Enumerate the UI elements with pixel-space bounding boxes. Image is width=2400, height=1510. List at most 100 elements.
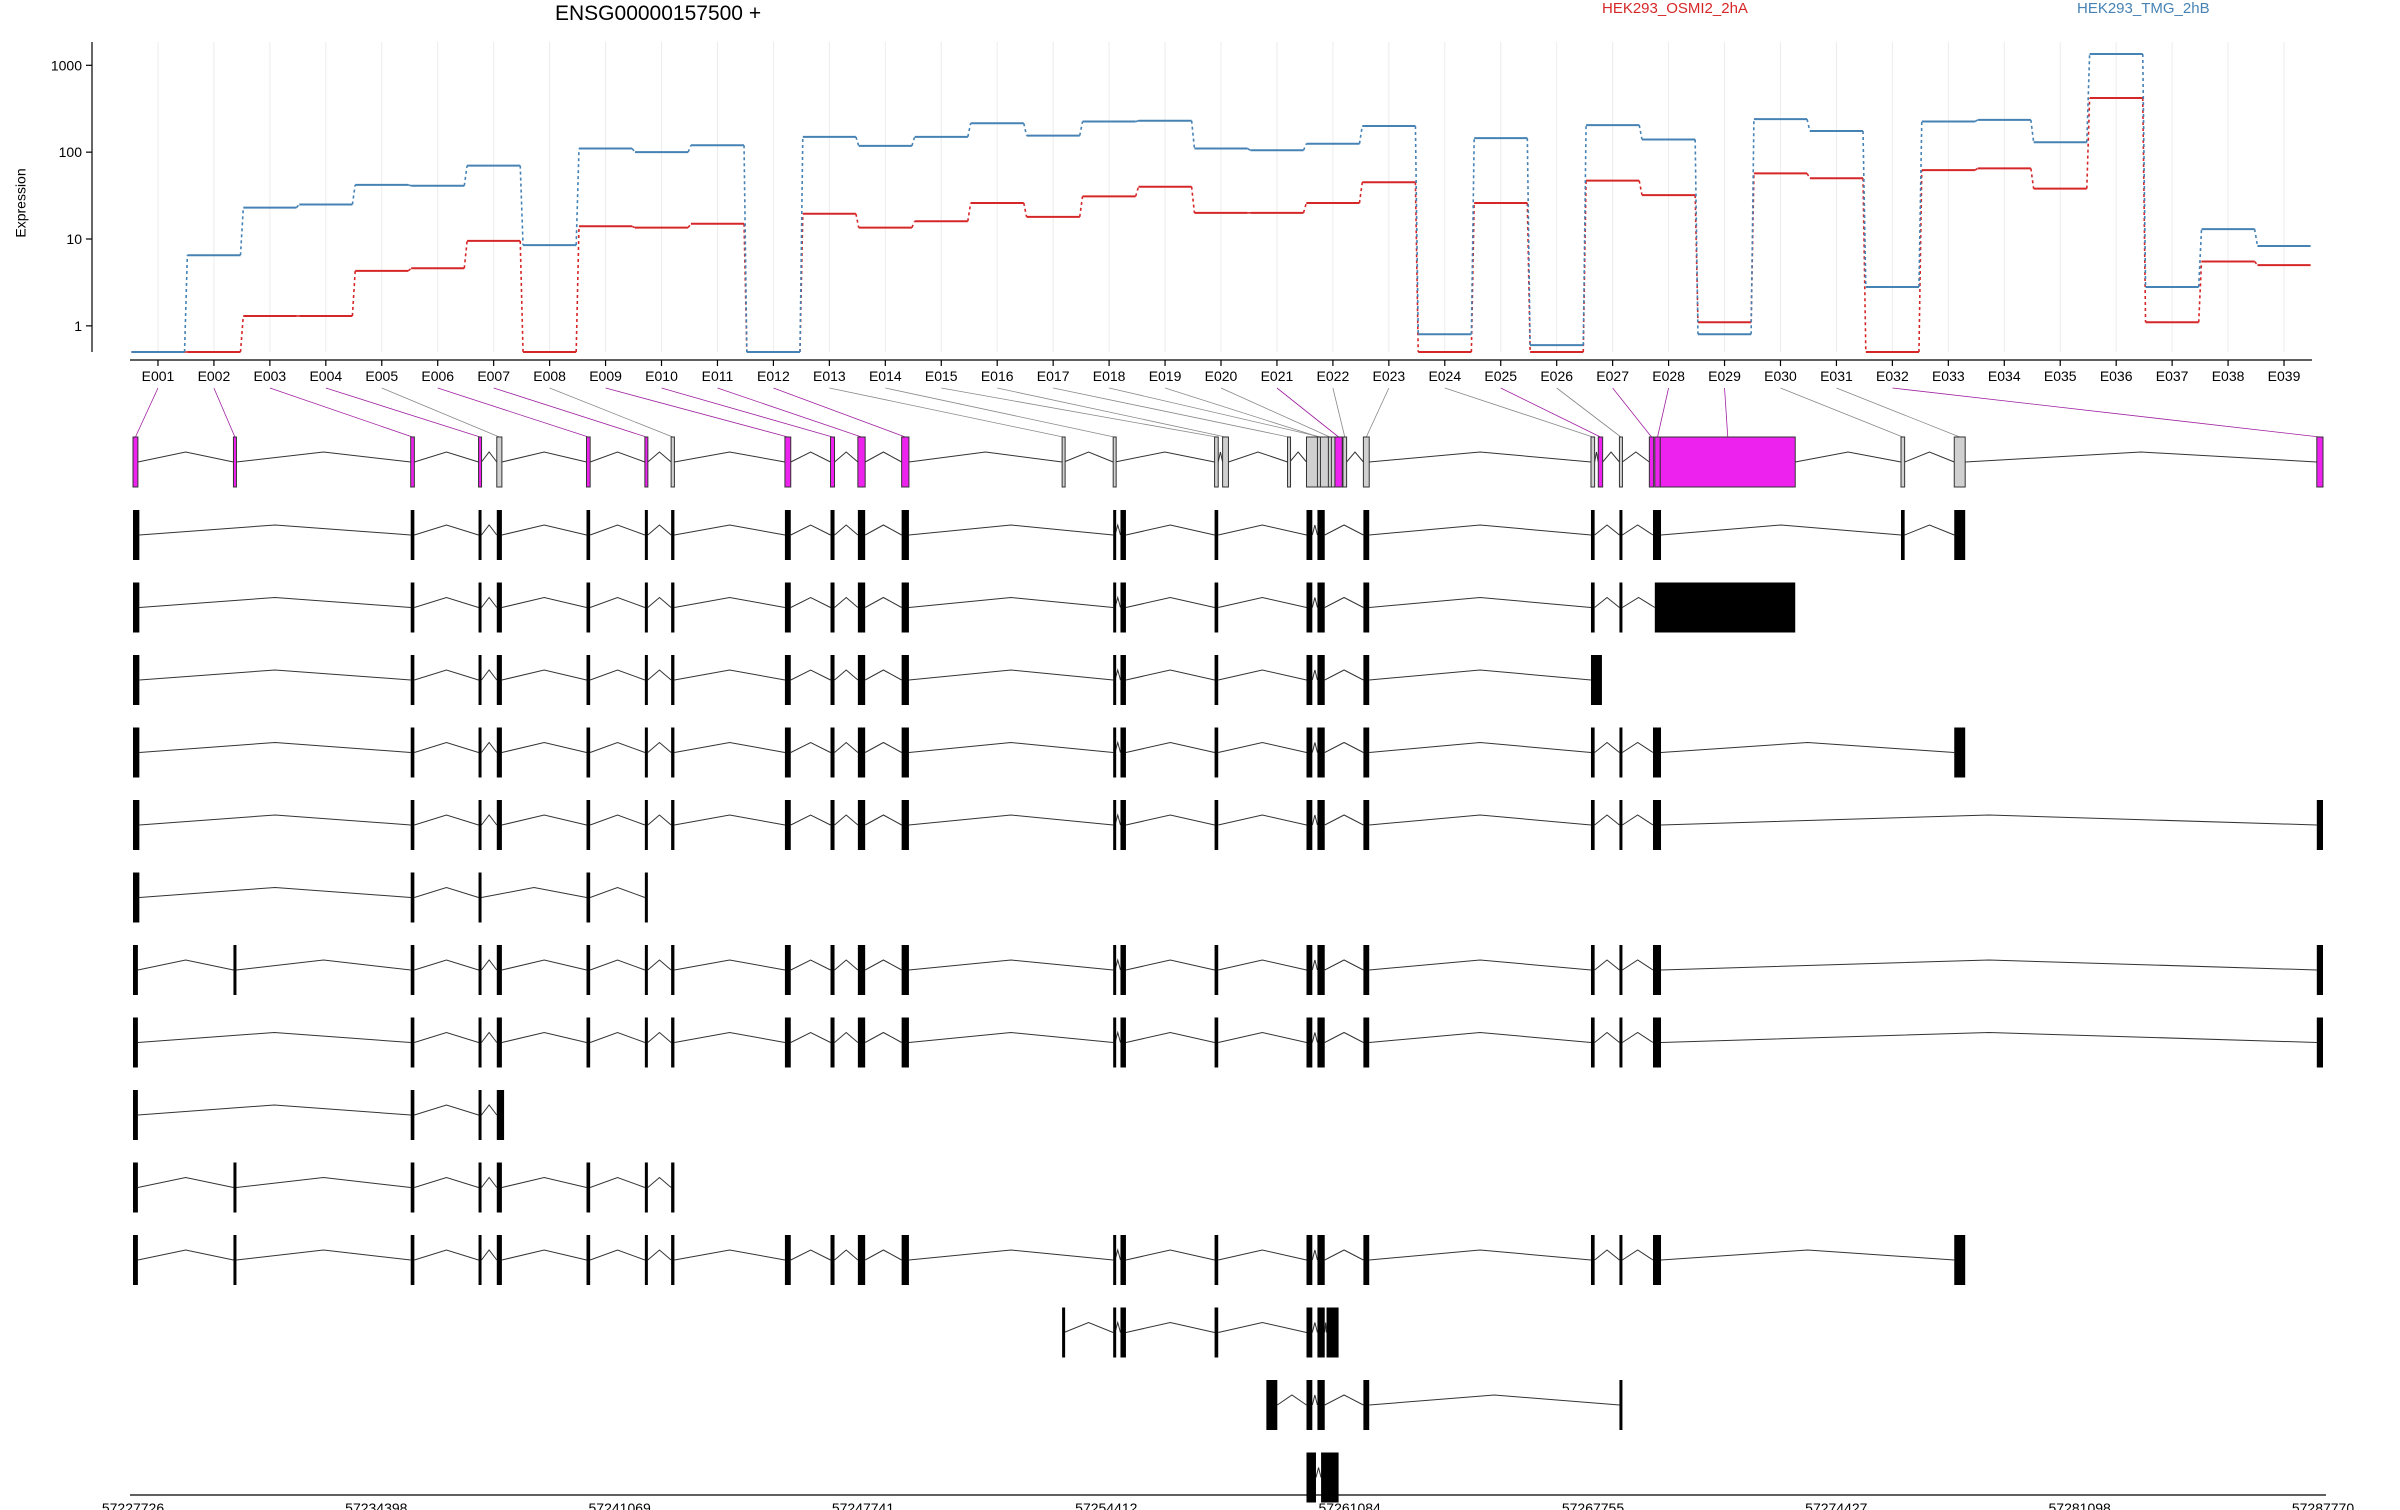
transcript-exon: [1363, 1380, 1370, 1430]
transcript-exon: [233, 945, 237, 995]
intron-line: [1125, 1321, 1215, 1333]
exon-connector: [1612, 387, 1652, 438]
transcript-exon: [644, 945, 648, 995]
exon-box: [1112, 436, 1117, 488]
transcript-exon: [1619, 1380, 1623, 1430]
transcript-exon: [586, 727, 591, 778]
series-connector: [575, 226, 580, 353]
intron-line: [589, 886, 646, 898]
intron-line: [834, 741, 859, 753]
exon-box: [1654, 436, 1661, 488]
series-connector: [463, 240, 468, 269]
series-connector: [855, 213, 860, 228]
intron-line: [137, 1104, 411, 1116]
transcript-exon: [1363, 510, 1370, 560]
transcript-exon: [586, 1235, 591, 1285]
intron-line: [1218, 669, 1307, 681]
genomic-tick-label: 57274427: [1805, 1500, 1868, 1510]
intron-line: [1125, 524, 1215, 536]
transcript-exon: [857, 800, 866, 850]
exon-connector: [1109, 387, 1321, 438]
exon-box: [857, 436, 866, 488]
transcript-exon: [901, 800, 909, 850]
exon-connector: [1500, 387, 1601, 438]
intron-line: [481, 886, 587, 898]
intron-line: [908, 959, 1114, 971]
transcript-exon: [1317, 655, 1325, 705]
series-connector: [967, 202, 972, 222]
intron-line: [1369, 1031, 1592, 1043]
intron-line: [414, 959, 479, 971]
series-connector: [911, 220, 916, 229]
x-tick-label: E030: [1764, 368, 1797, 384]
transcript-exon: [857, 727, 866, 778]
transcript-exon: [1317, 800, 1325, 850]
transcript-exon: [1214, 727, 1219, 778]
genomic-tick-label: 57227726: [102, 1500, 165, 1510]
exon-box: [496, 436, 503, 488]
series-connector: [2197, 229, 2203, 288]
intron-line: [589, 741, 646, 753]
legend-series-osmi2: HEK293_OSMI2_2hA: [1602, 0, 1748, 17]
intron-line: [674, 451, 786, 463]
transcript-exon: [478, 1090, 482, 1140]
exon-box: [478, 436, 483, 488]
transcript-exon: [1901, 510, 1905, 560]
transcript-exon: [1306, 800, 1313, 850]
intron-line: [589, 596, 646, 608]
intron-line: [647, 959, 672, 971]
series-connector: [1022, 202, 1028, 217]
intron-line: [1324, 1322, 1328, 1333]
transcript-exon: [133, 1090, 138, 1140]
transcript-exon: [1062, 1307, 1066, 1358]
intron-line: [481, 959, 498, 971]
intron-line: [647, 451, 672, 463]
series-connector: [463, 165, 468, 186]
intron-line: [1324, 596, 1364, 608]
transcript-exon: [1954, 727, 1966, 778]
intron-line: [1324, 741, 1364, 753]
transcript-exon: [1214, 1307, 1219, 1358]
transcript-exon: [1317, 1380, 1325, 1430]
intron-line: [834, 596, 859, 608]
intron-line: [139, 814, 411, 826]
intron-line: [834, 451, 859, 463]
intron-line: [1660, 1249, 1955, 1261]
x-tick-label: E036: [2100, 368, 2133, 384]
x-tick-label: E037: [2156, 368, 2189, 384]
transcript-exon: [1619, 1235, 1623, 1285]
x-tick-label: E031: [1820, 368, 1853, 384]
transcript-exon: [671, 727, 675, 778]
transcript-exon: [1113, 655, 1117, 705]
transcript-exon: [1317, 945, 1325, 995]
transcript-exon: [857, 510, 866, 560]
series-connector: [408, 184, 412, 187]
series-connector: [519, 165, 524, 246]
transcript-exon: [1590, 655, 1602, 705]
series-connector: [1078, 196, 1084, 217]
transcript-exon: [133, 655, 140, 705]
intron-line: [414, 1031, 479, 1043]
intron-line: [481, 1249, 498, 1261]
exon-connector: [1220, 387, 1330, 438]
intron-line: [1311, 669, 1318, 681]
intron-line: [834, 1031, 859, 1043]
transcript-exon: [857, 655, 866, 705]
intron-line: [1369, 959, 1592, 971]
intron-line: [1125, 959, 1215, 971]
exon-connector: [1365, 387, 1390, 438]
x-tick-label: E004: [309, 368, 342, 384]
x-tick-label: E018: [1093, 368, 1126, 384]
exon-box: [1900, 436, 1906, 488]
transcript-exon: [1652, 1235, 1662, 1285]
exon-box: [1334, 436, 1343, 488]
genomic-tick-label: 57247741: [832, 1500, 895, 1510]
series-connector: [2254, 261, 2259, 266]
transcript-exon: [496, 800, 502, 850]
intron-line: [1218, 524, 1307, 536]
series-connector: [1582, 125, 1587, 346]
intron-line: [1125, 596, 1215, 608]
transcript-exon: [644, 800, 648, 850]
exon-connector: [1556, 387, 1622, 438]
transcript-exon: [1363, 1235, 1370, 1285]
